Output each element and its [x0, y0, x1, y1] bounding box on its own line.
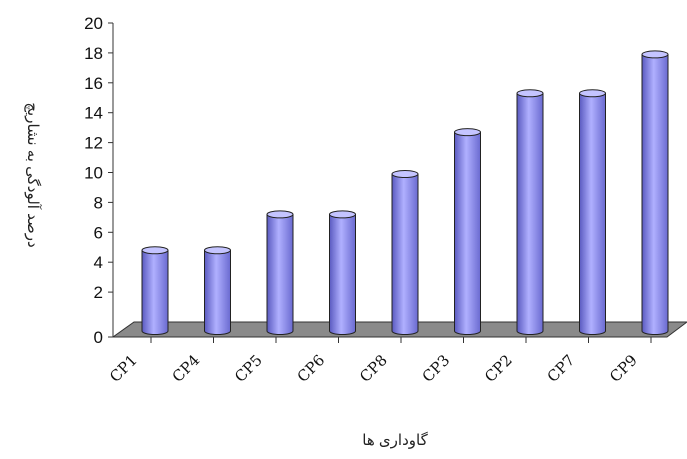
x-tick-label: CP5: [231, 351, 266, 386]
bar: [454, 128, 481, 335]
bar: [329, 210, 356, 335]
bar-body: [454, 131, 481, 335]
bar-body: [141, 249, 169, 335]
bar-top: [391, 170, 419, 179]
bar-body: [579, 92, 606, 335]
bar-body: [391, 173, 419, 335]
bar-top: [329, 210, 356, 219]
y-tick-label: 10: [84, 164, 103, 183]
y-tick-label: 2: [94, 283, 103, 302]
bar: [641, 50, 669, 335]
y-tick-label: 16: [84, 74, 103, 93]
bar: [141, 246, 169, 335]
y-tick-label: 18: [84, 44, 103, 63]
bar: [579, 89, 606, 335]
bar-body: [329, 213, 356, 335]
x-tick-label: CP4: [169, 351, 204, 386]
bar: [391, 170, 419, 335]
bar-top: [266, 210, 294, 219]
bar: [266, 210, 294, 335]
y-tick-label: 4: [94, 253, 103, 272]
bar-body: [641, 53, 669, 335]
y-tick-label: 6: [94, 223, 103, 242]
y-tick-label: 20: [84, 14, 103, 33]
bar-body: [204, 249, 231, 335]
bar: [516, 89, 544, 335]
x-axis-title: گاوداری ها: [362, 431, 428, 449]
bar: [204, 246, 231, 335]
y-axis-title: درصد آلودگی به نشاریچ: [24, 102, 42, 247]
x-tick-label: CP3: [419, 351, 454, 386]
bar-top: [141, 246, 169, 255]
x-tick-label: CP2: [481, 351, 516, 386]
bar-body: [266, 213, 294, 335]
bar-top: [516, 89, 544, 98]
x-tick-label: CP9: [606, 351, 641, 386]
y-tick-label: 8: [94, 193, 103, 212]
bar-top: [641, 50, 669, 59]
y-tick-label: 12: [84, 134, 103, 153]
x-tick-label: CP6: [294, 351, 329, 386]
bar-top: [204, 246, 231, 255]
y-tick-label: 14: [84, 104, 103, 123]
bar-top: [454, 128, 481, 137]
y-tick-label: 0: [94, 328, 103, 347]
x-tick-label: CP8: [356, 351, 391, 386]
bar-body: [516, 92, 544, 335]
x-tick-label: CP1: [106, 351, 141, 386]
bar-top: [579, 89, 606, 98]
x-tick-label: CP7: [544, 351, 579, 386]
